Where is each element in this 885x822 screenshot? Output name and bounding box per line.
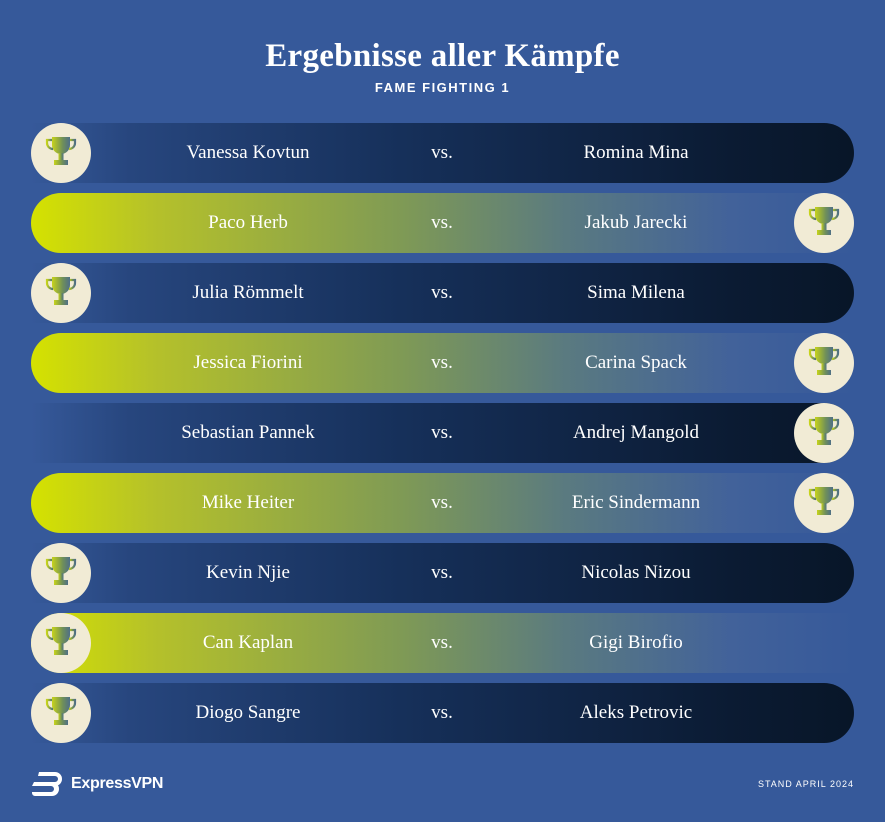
fighter-right: Gigi Birofio xyxy=(589,632,683,653)
page-title: Ergebnisse aller Kämpfe xyxy=(265,38,620,74)
vs-label: vs. xyxy=(431,282,453,303)
fight-bar xyxy=(31,263,854,323)
fighter-left: Jessica Fiorini xyxy=(193,352,303,373)
fight-bar xyxy=(31,613,854,673)
fighter-right: Nicolas Nizou xyxy=(581,562,691,583)
winner-badge xyxy=(31,123,91,183)
fighter-left: Vanessa Kovtun xyxy=(186,142,310,163)
trophy-icon xyxy=(807,344,841,383)
trophy-icon xyxy=(44,554,78,593)
trophy-icon xyxy=(44,134,78,173)
vs-label: vs. xyxy=(431,142,453,163)
fighter-right: Jakub Jarecki xyxy=(584,212,688,233)
vs-label: vs. xyxy=(431,562,453,583)
fight-row: Mike Heiter vs. Eric Sindermann xyxy=(31,473,854,533)
fight-bar xyxy=(31,683,854,743)
winner-badge xyxy=(794,403,854,463)
fight-bar xyxy=(31,193,854,253)
date-note: STAND APRIL 2024 xyxy=(757,779,854,789)
winner-badge xyxy=(31,683,91,743)
vs-label: vs. xyxy=(431,422,453,443)
fighter-right: Eric Sindermann xyxy=(571,492,701,513)
fight-row: Jessica Fiorini vs. Carina Spack xyxy=(31,333,854,393)
winner-badge xyxy=(31,543,91,603)
page-subtitle: FAME FIGHTING 1 xyxy=(374,80,511,95)
fighter-left: Julia Römmelt xyxy=(192,282,304,303)
fighter-left: Can Kaplan xyxy=(202,632,294,653)
winner-badge xyxy=(31,613,91,673)
fight-bar xyxy=(31,473,854,533)
winner-badge xyxy=(794,193,854,253)
fighter-right: Aleks Petrovic xyxy=(579,702,693,723)
fight-row: Sebastian Pannek vs. Andrej Mangold xyxy=(31,403,854,463)
fight-row: Diogo Sangre vs. Aleks Petrovic xyxy=(31,683,854,743)
fight-row: Can Kaplan vs. Gigi Birofio xyxy=(31,613,854,673)
winner-badge xyxy=(794,473,854,533)
fight-bar xyxy=(31,333,854,393)
fight-bar xyxy=(31,123,854,183)
trophy-icon xyxy=(807,414,841,453)
fighter-right: Sima Milena xyxy=(587,282,685,303)
trophy-icon xyxy=(44,694,78,733)
fighter-right: Carina Spack xyxy=(585,352,687,373)
fight-row: Vanessa Kovtun vs. Romina Mina xyxy=(31,123,854,183)
fighter-left: Diogo Sangre xyxy=(195,702,301,723)
winner-badge xyxy=(31,263,91,323)
fight-row: Paco Herb vs. Jakub Jarecki xyxy=(31,193,854,253)
trophy-icon xyxy=(44,274,78,313)
vs-label: vs. xyxy=(431,492,453,513)
fight-bar xyxy=(31,403,854,463)
fighter-left: Sebastian Pannek xyxy=(181,422,315,443)
brand-logo: ExpressVPN xyxy=(31,771,163,797)
trophy-icon xyxy=(44,624,78,663)
vs-label: vs. xyxy=(431,212,453,233)
fighter-left: Paco Herb xyxy=(208,212,288,233)
trophy-icon xyxy=(807,204,841,243)
expressvpn-logo-icon xyxy=(32,772,62,796)
fight-row: Kevin Njie vs. Nicolas Nizou xyxy=(31,543,854,603)
brand-name: ExpressVPN xyxy=(71,775,164,792)
vs-label: vs. xyxy=(431,352,453,373)
fight-row: Julia Römmelt vs. Sima Milena xyxy=(31,263,854,323)
vs-label: vs. xyxy=(431,632,453,653)
fighter-left: Mike Heiter xyxy=(201,492,295,513)
vs-label: vs. xyxy=(431,702,453,723)
fighter-right: Andrej Mangold xyxy=(572,422,700,443)
fight-bar xyxy=(31,543,854,603)
winner-badge xyxy=(794,333,854,393)
trophy-icon xyxy=(807,484,841,523)
fighter-left: Kevin Njie xyxy=(206,562,290,583)
fighter-right: Romina Mina xyxy=(583,142,689,163)
